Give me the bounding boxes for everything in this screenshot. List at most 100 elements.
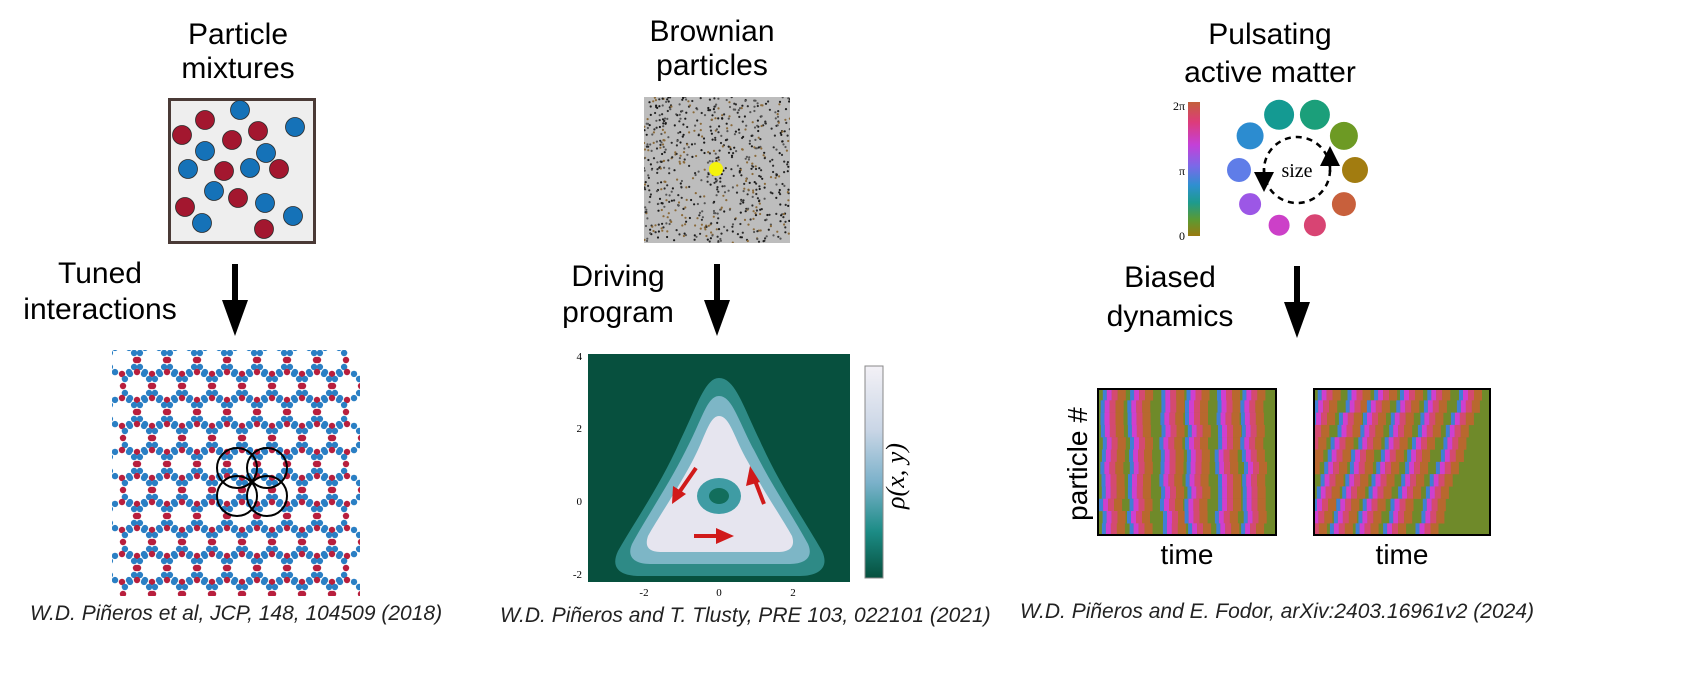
lattice-bead [130,467,138,475]
kymo-band [1371,474,1376,487]
brownian-particle [744,210,747,213]
brownian-particle [644,206,647,209]
lattice-bead [241,531,249,539]
brownian-particle [751,121,754,124]
brownian-particle [658,125,661,129]
highlight-ring [216,447,258,489]
kymo-band [1142,486,1151,499]
lattice-bead [224,460,232,468]
brownian-particle [660,132,663,136]
kymo-band [1383,523,1388,536]
brownian-particle [645,239,649,242]
lattice-bead [166,571,174,579]
brownian-particle [652,157,656,160]
brownian-particle [683,147,686,150]
lattice-bead [119,486,127,494]
kymo-band [1354,400,1361,413]
brownian-particle [663,166,666,169]
kymo-band [1219,461,1225,475]
lattice-bead [121,493,129,501]
lattice-bead [275,500,283,508]
brownian-particle [673,199,676,202]
phase-tick-0: 0 [1179,229,1185,243]
kymo-band [1398,523,1407,536]
lattice-bead [314,408,322,416]
pulsating-particle [1227,158,1251,182]
brownian-particle [696,108,699,111]
panel1-side-line2: interactions [23,293,177,326]
lattice-bead [291,396,299,404]
brownian-particle [707,109,710,112]
brownian-particle [734,130,737,133]
lattice-bead [245,396,253,404]
lattice-bead [256,467,264,475]
brownian-particle [735,191,739,194]
lattice-bead [340,401,348,409]
lattice-bead [350,422,358,430]
lattice-bead [194,512,202,520]
kymo-band [1144,523,1153,536]
brownian-particle [668,172,671,175]
lattice-bead [325,389,333,397]
lattice-bead [226,350,234,357]
lattice-bead [196,401,204,409]
brownian-particle [709,183,712,186]
brownian-particle [727,145,730,148]
lattice-bead [178,498,186,506]
kymo-band [1384,437,1389,450]
kymo-band [1159,474,1164,487]
brownian-particle [680,196,683,199]
kymo-band [1242,486,1247,499]
kymo-band [1175,498,1183,512]
kymo-band [1116,486,1125,499]
kymo-band [1425,486,1430,499]
lattice-bead [265,531,273,539]
brownian-particle [783,223,786,226]
lattice-bead [271,545,279,553]
brownian-particle [718,158,721,161]
brownian-particle [693,142,696,145]
brownian-particle [711,138,714,141]
lattice-bead [156,370,164,378]
kymo-band [1394,498,1400,512]
kymo-band [1188,523,1193,536]
lattice-bead [355,389,360,397]
kymo-band [1202,486,1211,499]
lattice-bead [193,396,201,404]
kymo-band [1342,486,1347,499]
kymo-band [1316,412,1322,426]
brownian-particle [752,228,755,231]
brownian-particle [709,125,712,128]
brownian-particle [788,219,790,222]
lattice-bead [193,524,201,532]
brownian-particle [737,109,740,112]
brownian-particle [741,104,744,107]
brownian-particle [713,212,716,215]
brownian-particle [726,138,729,141]
lattice-bead [171,396,179,404]
lattice-bead [275,396,283,404]
lattice-bead [301,531,309,539]
lattice-bead [155,500,163,508]
lattice-bead [148,394,156,402]
kymo-band [1328,461,1334,475]
kymo-band [1360,400,1369,413]
lattice-bead [280,401,288,409]
lattice-bead [265,427,273,435]
kymo-band [1195,449,1202,462]
lattice-bead [253,420,261,428]
kymo-band [1175,412,1184,426]
lattice-bead [148,446,156,454]
kymo-band [1250,449,1257,462]
brownian-particle [756,119,759,122]
lattice-bead [130,571,138,579]
lattice-bead [355,493,360,501]
brownian-particle [748,156,751,159]
lattice-bead [261,396,269,404]
brownian-particle [719,177,722,180]
kymo-band [1218,424,1222,438]
lattice-bead [268,498,276,506]
lattice-bead [112,520,114,526]
brownian-particle [664,148,667,151]
lattice-bead [179,434,187,442]
